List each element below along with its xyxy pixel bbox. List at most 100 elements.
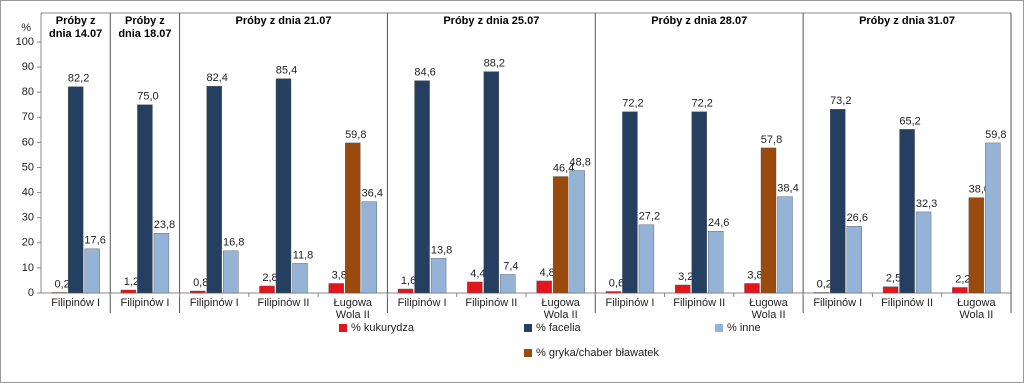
x-tick-label: Ługowa Wola II [541, 297, 580, 321]
data-label: 13,8 [431, 244, 452, 256]
data-label: 4,4 [470, 268, 485, 280]
bar [467, 281, 483, 294]
y-tick-label: 30 [22, 212, 34, 224]
x-tick-label: Filipinów I [51, 297, 101, 309]
bar [777, 196, 793, 294]
data-label: 38,4 [777, 183, 798, 195]
bar [223, 250, 239, 294]
x-tick-label: Filipinów I [397, 297, 447, 309]
legend-label: % facelia [536, 322, 582, 334]
data-label: 57,8 [761, 134, 782, 146]
x-tick-label: Ługowa Wola II [333, 297, 373, 321]
bar [361, 201, 377, 294]
data-label: 48,8 [569, 156, 590, 168]
legend-label: % kukurydza [351, 322, 415, 334]
bar [430, 258, 447, 294]
x-tick-label: Filipinów II [673, 297, 726, 309]
data-label: 2,2 [955, 273, 970, 285]
group-header: Próby z dnia 21.07 [235, 15, 332, 27]
x-tick-label: Filipinów II [881, 297, 934, 309]
bar [51, 292, 67, 294]
data-label: 4,8 [539, 267, 554, 279]
data-label: 75,0 [137, 91, 158, 103]
y-tick-label: 20 [22, 237, 34, 249]
data-label: 73,2 [830, 95, 851, 107]
data-label: 46,4 [553, 162, 574, 174]
data-label: 23,8 [154, 219, 175, 231]
bar [968, 197, 985, 294]
bar [882, 286, 899, 294]
data-label: 17,6 [84, 235, 105, 247]
bar [345, 142, 361, 294]
data-label: 32,3 [916, 198, 937, 210]
y-tick-label: 70 [22, 111, 34, 123]
bar [259, 285, 275, 294]
y-tick-label: 100 [16, 36, 34, 48]
bar [536, 280, 552, 294]
bar [275, 78, 292, 294]
bar [137, 104, 153, 294]
bar [708, 231, 724, 294]
legend-swatch [339, 324, 347, 332]
bar [67, 86, 84, 294]
y-tick-label: 50 [22, 161, 34, 173]
data-label: 82,2 [68, 73, 89, 85]
group-header: Próby z dnia 18.07 [118, 15, 172, 40]
bar [206, 85, 222, 294]
data-label: 2,8 [262, 272, 277, 284]
data-label: 7,4 [503, 260, 518, 272]
bar [605, 291, 622, 294]
data-label: 59,8 [985, 129, 1006, 141]
data-label: 1,2 [124, 276, 139, 288]
bar [899, 129, 915, 294]
data-label: 1,6 [401, 275, 416, 287]
data-label: 3,8 [747, 269, 762, 281]
data-label: 82,4 [207, 72, 228, 84]
data-label: 72,2 [622, 98, 643, 110]
group-header: Próby z dnia 31.07 [859, 15, 956, 27]
data-label: 3,8 [332, 269, 347, 281]
x-tick-label: Filipinów I [189, 297, 239, 309]
data-label: 26,6 [847, 212, 868, 224]
x-tick-label: Filipinów I [120, 297, 170, 309]
y-tick-label: 60 [22, 136, 34, 148]
data-label: 11,8 [293, 249, 314, 261]
data-label: 85,4 [276, 65, 297, 77]
y-tick-label: 10 [22, 262, 34, 274]
bar [638, 224, 655, 294]
data-label: 84,6 [414, 67, 435, 79]
bar [915, 211, 932, 294]
bar [569, 170, 585, 294]
bar [675, 284, 691, 294]
bar [414, 80, 430, 294]
data-label: 0,8 [193, 277, 208, 289]
bar [84, 248, 100, 294]
x-tick-label: Filipinów II [257, 297, 310, 309]
bar [397, 288, 414, 294]
bar [153, 233, 170, 294]
data-label: 88,2 [484, 58, 505, 70]
y-tick-label: 0 [28, 287, 34, 299]
legend-label: % inne [727, 322, 761, 334]
data-label: 72,2 [692, 98, 713, 110]
bar [830, 109, 846, 294]
bar [328, 283, 344, 294]
group-header: Próby z dnia 25.07 [443, 15, 540, 27]
legend-swatch [524, 349, 532, 357]
x-tick-label: Filipinów I [813, 297, 863, 309]
data-label: 3,2 [678, 271, 693, 283]
bar [622, 111, 638, 294]
x-tick-label: Ługowa Wola II [749, 297, 788, 321]
data-label: 0,6 [609, 277, 624, 289]
data-label: 38,0 [969, 184, 990, 196]
bar [985, 142, 1001, 294]
data-label: 24,6 [708, 217, 729, 229]
y-tick-label: 80 [22, 86, 34, 98]
data-label: 2,5 [886, 273, 901, 285]
x-tick-label: Filipinów I [605, 297, 655, 309]
data-label: 16,8 [223, 237, 244, 249]
data-label: 36,4 [362, 188, 383, 200]
legend-swatch [715, 324, 723, 332]
